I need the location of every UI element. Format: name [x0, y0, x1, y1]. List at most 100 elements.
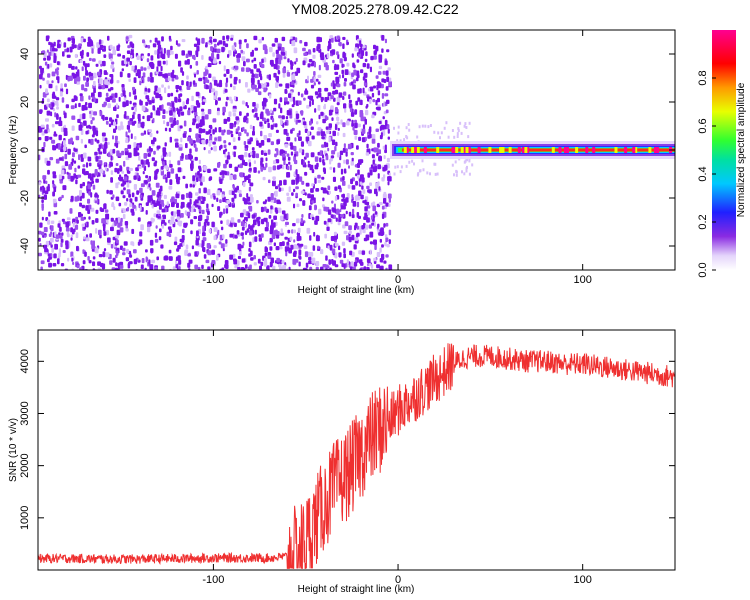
- noise-speckle: [429, 172, 431, 176]
- noise-speckle: [76, 264, 80, 269]
- noise-speckle: [131, 192, 135, 198]
- noise-speckle: [293, 153, 297, 157]
- noise-speckle: [385, 222, 389, 227]
- noise-speckle: [187, 136, 191, 142]
- noise-speckle: [206, 79, 210, 84]
- noise-speckle: [270, 124, 274, 130]
- noise-speckle: [47, 73, 51, 78]
- noise-speckle: [353, 244, 357, 250]
- noise-speckle: [268, 133, 272, 138]
- noise-speckle: [317, 127, 322, 131]
- noise-speckle: [153, 162, 157, 167]
- noise-speckle: [54, 243, 58, 250]
- noise-speckle: [332, 176, 336, 182]
- noise-speckle: [191, 110, 194, 114]
- noise-speckle: [87, 36, 91, 42]
- noise-speckle: [369, 231, 374, 238]
- noise-speckle: [66, 171, 69, 175]
- noise-speckle: [234, 65, 239, 70]
- band-peak: [477, 147, 481, 153]
- noise-speckle: [181, 153, 184, 159]
- noise-speckle: [75, 232, 79, 239]
- noise-speckle: [141, 258, 145, 264]
- noise-speckle: [332, 130, 336, 137]
- noise-speckle: [255, 153, 259, 159]
- noise-speckle: [197, 266, 201, 270]
- noise-speckle: [349, 266, 353, 270]
- noise-speckle: [107, 141, 110, 145]
- noise-speckle: [85, 205, 89, 211]
- noise-speckle: [257, 258, 261, 264]
- noise-speckle: [145, 175, 149, 179]
- noise-speckle: [344, 78, 347, 82]
- noise-speckle: [65, 240, 69, 246]
- noise-speckle: [153, 150, 156, 155]
- noise-speckle: [170, 92, 174, 97]
- noise-speckle: [238, 39, 242, 45]
- noise-speckle: [343, 82, 347, 87]
- noise-speckle: [275, 234, 280, 239]
- noise-speckle: [237, 53, 241, 58]
- noise-speckle: [41, 131, 45, 136]
- noise-speckle: [344, 170, 347, 174]
- noise-speckle: [255, 269, 258, 270]
- noise-speckle: [52, 191, 55, 197]
- noise-speckle: [439, 136, 441, 140]
- noise-speckle: [258, 84, 262, 89]
- noise-speckle: [427, 125, 430, 129]
- noise-speckle: [95, 218, 99, 223]
- noise-speckle: [298, 261, 301, 267]
- noise-speckle: [162, 161, 165, 166]
- noise-speckle: [143, 67, 147, 71]
- band-peak: [467, 147, 471, 153]
- noise-speckle: [209, 83, 213, 90]
- noise-speckle: [46, 110, 51, 116]
- noise-speckle: [185, 192, 189, 198]
- noise-speckle: [387, 181, 390, 186]
- noise-speckle: [216, 110, 220, 116]
- noise-speckle: [360, 69, 364, 74]
- noise-speckle: [198, 128, 203, 134]
- noise-speckle: [224, 264, 228, 269]
- noise-speckle: [241, 56, 246, 61]
- noise-speckle: [48, 41, 51, 46]
- noise-speckle: [192, 175, 195, 182]
- noise-speckle: [116, 114, 119, 119]
- snr-frame: [37, 329, 676, 571]
- noise-speckle: [161, 36, 164, 42]
- noise-speckle: [350, 112, 355, 117]
- noise-speckle: [184, 210, 187, 215]
- noise-speckle: [219, 199, 222, 203]
- noise-speckle: [158, 110, 161, 116]
- colorbar-ticks: 0.00.20.40.60.8: [697, 70, 716, 278]
- noise-speckle: [357, 215, 361, 219]
- noise-speckle: [161, 104, 164, 111]
- noise-speckle: [373, 55, 377, 60]
- noise-speckle: [240, 212, 244, 218]
- noise-speckle: [40, 266, 43, 270]
- noise-speckle: [152, 105, 155, 111]
- noise-speckle: [333, 167, 336, 173]
- noise-speckle: [133, 258, 138, 265]
- noise-speckle: [273, 160, 277, 165]
- noise-speckle: [100, 85, 105, 90]
- noise-speckle: [219, 145, 222, 151]
- noise-speckle: [43, 141, 46, 148]
- noise-speckle: [166, 102, 171, 106]
- noise-speckle: [103, 45, 106, 52]
- noise-speckle: [58, 120, 63, 127]
- noise-speckle: [251, 84, 256, 90]
- noise-speckle: [350, 261, 354, 267]
- noise-speckle: [52, 183, 56, 188]
- noise-speckle: [125, 36, 129, 40]
- colorbar-label: Normalized spectral amplitude: [736, 82, 747, 217]
- noise-speckle: [260, 233, 264, 238]
- noise-speckle: [97, 91, 102, 98]
- noise-speckle: [282, 264, 286, 270]
- noise-speckle: [45, 35, 49, 42]
- noise-speckle: [103, 248, 107, 252]
- noise-speckle: [187, 262, 191, 268]
- noise-speckle: [85, 237, 90, 242]
- noise-speckle: [114, 167, 118, 173]
- noise-speckle: [40, 124, 45, 128]
